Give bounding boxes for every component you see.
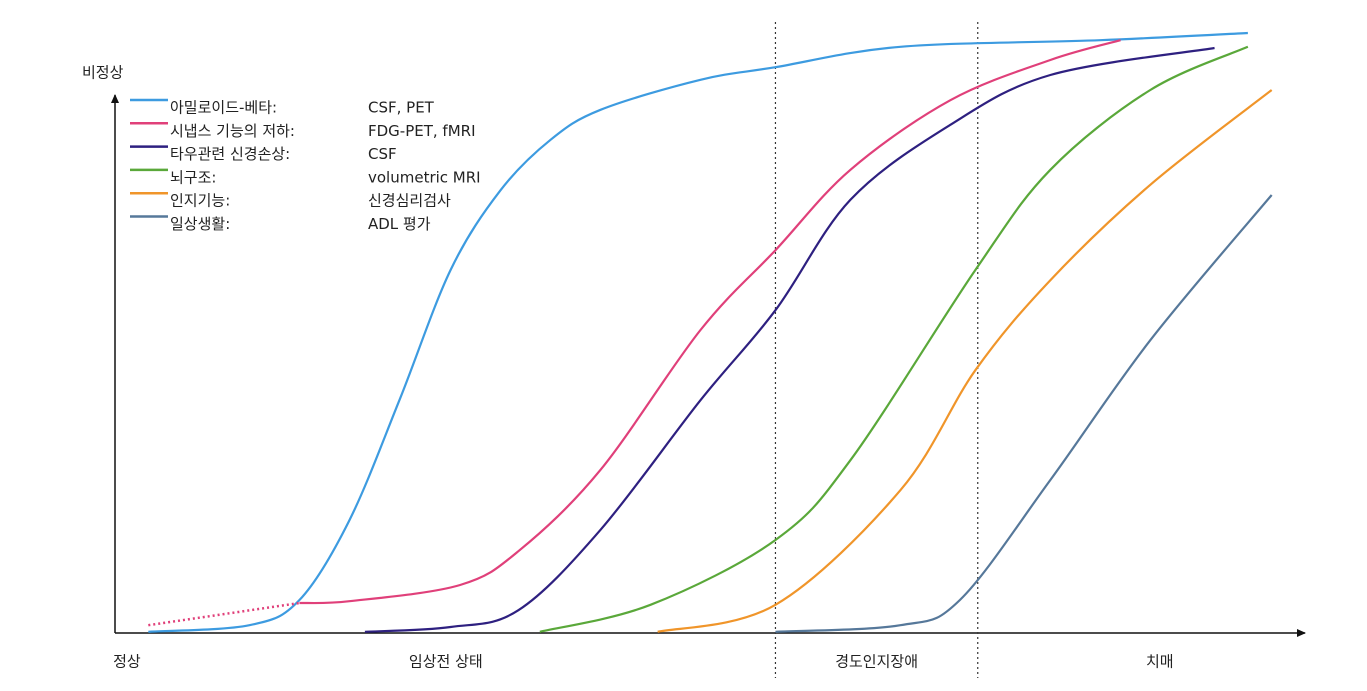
curve	[299, 39, 1121, 605]
legend-method: 신경심리검사	[368, 192, 451, 210]
legend-method: CSF, PET	[368, 99, 435, 117]
legend-method: CSF	[368, 145, 397, 163]
x-tick-label: 정상	[113, 653, 141, 671]
legend-label: 시냅스 기능의 저하:	[170, 122, 295, 140]
legend-label: 뇌구조:	[170, 168, 216, 186]
curve	[657, 89, 1273, 633]
legend-label: 타우관련 신경손상:	[170, 145, 290, 163]
x-tick-label: 경도인지장애	[835, 653, 918, 671]
legend-method: ADL 평가	[368, 215, 431, 233]
x-tick-label: 치매	[1146, 653, 1174, 671]
legend-label: 아밀로이드-베타:	[170, 99, 277, 117]
legend-method: volumetric MRI	[368, 168, 481, 186]
curve	[364, 46, 1215, 633]
curve	[775, 194, 1273, 633]
curve	[539, 45, 1249, 633]
legend-label: 일상생활:	[170, 215, 230, 233]
legend-method: FDG-PET, fMRI	[368, 122, 476, 140]
x-tick-label: 임상전 상태	[409, 653, 483, 671]
y-axis-label: 비정상	[82, 64, 124, 82]
legend-label: 인지기능:	[170, 192, 230, 210]
curve	[148, 31, 1248, 633]
curve-dotted	[148, 601, 300, 627]
